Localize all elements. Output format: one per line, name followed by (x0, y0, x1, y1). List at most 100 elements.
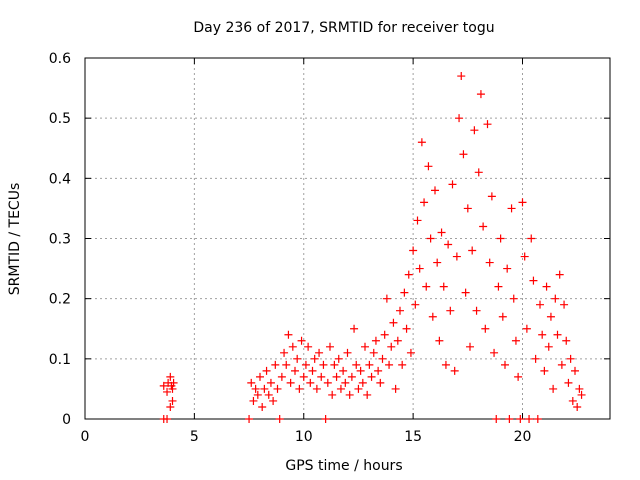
data-point (479, 222, 488, 231)
data-point (411, 300, 420, 309)
data-point (262, 366, 271, 375)
data-point (402, 324, 411, 333)
data-point (343, 348, 352, 357)
data-point (542, 282, 551, 291)
data-point (507, 204, 516, 213)
data-point (347, 372, 356, 381)
data-point (536, 300, 544, 309)
data-point (503, 264, 512, 273)
data-point (380, 330, 389, 339)
data-point (455, 114, 464, 123)
data-point (277, 372, 286, 381)
data-point (459, 150, 468, 159)
data-point (371, 336, 380, 345)
data-point (273, 384, 282, 393)
data-point (457, 72, 466, 81)
data-point (568, 396, 577, 405)
data-point (282, 360, 291, 369)
y-tick-label: 0 (62, 412, 71, 428)
data-point (424, 162, 433, 171)
data-point (339, 366, 348, 375)
data-point (466, 342, 474, 351)
data-point (553, 330, 562, 339)
data-point (551, 294, 560, 303)
data-point (260, 384, 269, 393)
data-point (501, 360, 509, 369)
y-axis-label: SRMTID / TECUs (7, 183, 23, 296)
data-point (555, 270, 564, 279)
data-point (487, 192, 496, 201)
data-point (398, 360, 407, 369)
data-point (483, 120, 492, 129)
data-point (288, 342, 297, 351)
data-point (417, 138, 426, 147)
data-point (168, 384, 177, 393)
data-point (321, 415, 330, 423)
data-point (299, 372, 308, 381)
data-point (450, 366, 459, 375)
data-point (350, 324, 359, 333)
data-point (297, 336, 306, 345)
data-point (505, 415, 514, 423)
data-point (163, 415, 172, 423)
data-point (525, 415, 534, 423)
data-point (286, 378, 295, 387)
axis-ticks: 0 0.1 0.2 0.3 0.4 0.5 0.6 0 5 10 15 20 (49, 51, 610, 445)
data-point (295, 384, 304, 393)
data-point (485, 258, 494, 267)
data-point (452, 252, 461, 261)
data-point (420, 198, 429, 207)
data-point (571, 366, 579, 375)
data-point (435, 336, 444, 345)
chart-title: Day 236 of 2017, SRMTID for receiver tog… (193, 20, 494, 36)
data-point (374, 366, 383, 375)
data-point (310, 354, 319, 363)
data-point (258, 402, 267, 411)
data-point (575, 384, 584, 393)
data-point (326, 342, 334, 351)
data-point (376, 378, 385, 387)
data-point (330, 360, 339, 369)
data-point (441, 360, 450, 369)
data-point (385, 360, 394, 369)
data-point (540, 366, 549, 375)
data-point (312, 384, 321, 393)
data-point (439, 282, 448, 291)
data-point (463, 204, 472, 213)
data-point (518, 198, 527, 207)
data-point (396, 306, 404, 315)
data-point (315, 348, 324, 357)
data-point (166, 402, 175, 411)
data-point (334, 354, 343, 363)
x-tick-label: 10 (295, 429, 313, 445)
data-point (378, 354, 387, 363)
data-point (249, 396, 258, 405)
data-point (531, 354, 540, 363)
data-point (247, 378, 256, 387)
data-point (323, 378, 332, 387)
data-point (509, 294, 518, 303)
data-point (566, 354, 575, 363)
data-point (413, 216, 422, 225)
data-point (304, 342, 313, 351)
data-point (573, 402, 582, 411)
data-point (406, 348, 415, 357)
data-point (168, 396, 177, 405)
data-point (444, 240, 453, 249)
y-tick-label: 0.3 (49, 232, 71, 248)
data-point (446, 306, 455, 315)
data-point (293, 354, 302, 363)
data-point (169, 378, 178, 387)
data-point (159, 381, 168, 390)
data-point (409, 246, 418, 255)
data-point (549, 384, 558, 393)
data-point (391, 384, 400, 393)
data-point (264, 390, 273, 399)
data-point (476, 90, 485, 99)
data-point (163, 387, 172, 396)
data-point (361, 342, 369, 351)
data-point (389, 318, 398, 327)
data-point (529, 276, 538, 285)
data-point (266, 378, 275, 387)
